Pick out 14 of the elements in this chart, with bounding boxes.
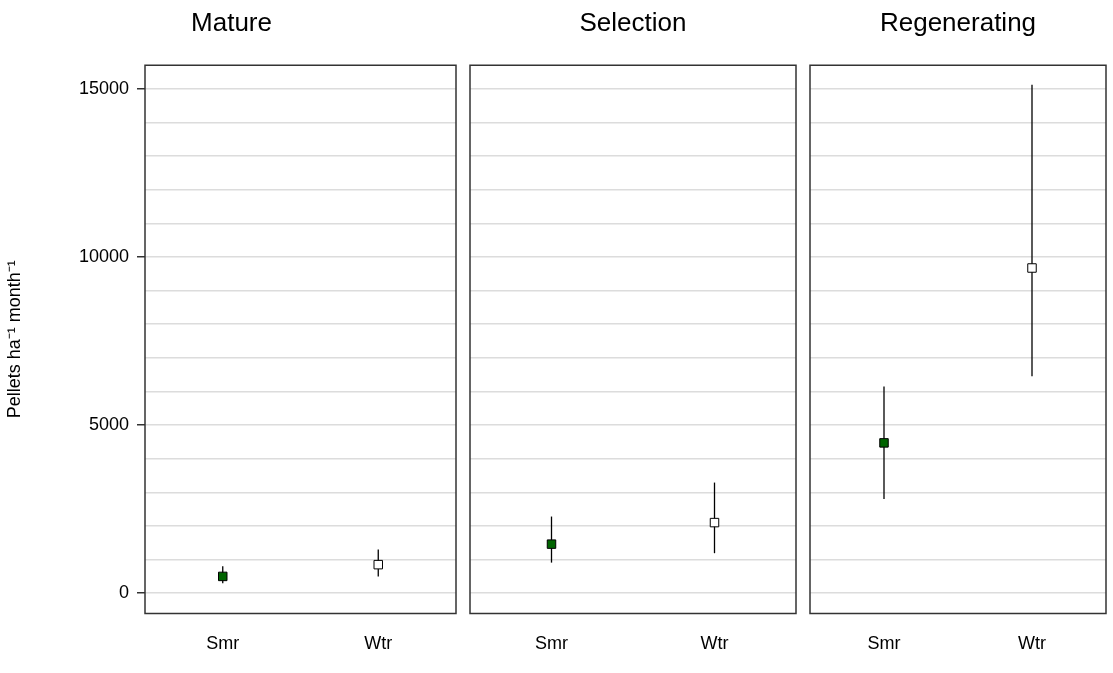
y-tick-label: 10000 [78,245,129,266]
x-tick-label: Smr [206,633,240,654]
x-tick-label: Smr [867,633,901,654]
y-axis-title: Pellets ha⁻¹ month⁻¹ [3,260,24,419]
x-tick-label: Wtr [700,633,729,654]
y-tick-label: 5000 [88,414,129,435]
chart-title: Mature [191,6,272,37]
x-tick-label: Smr [535,633,568,654]
y-tick-label: 0 [118,582,129,603]
chart-title: Regenerating [879,6,1037,37]
chart-title: Selection [579,6,687,37]
x-tick-label: Wtr [364,633,393,654]
x-tick-label: Wtr [1018,633,1046,654]
y-tick-label: 15000 [78,77,129,98]
